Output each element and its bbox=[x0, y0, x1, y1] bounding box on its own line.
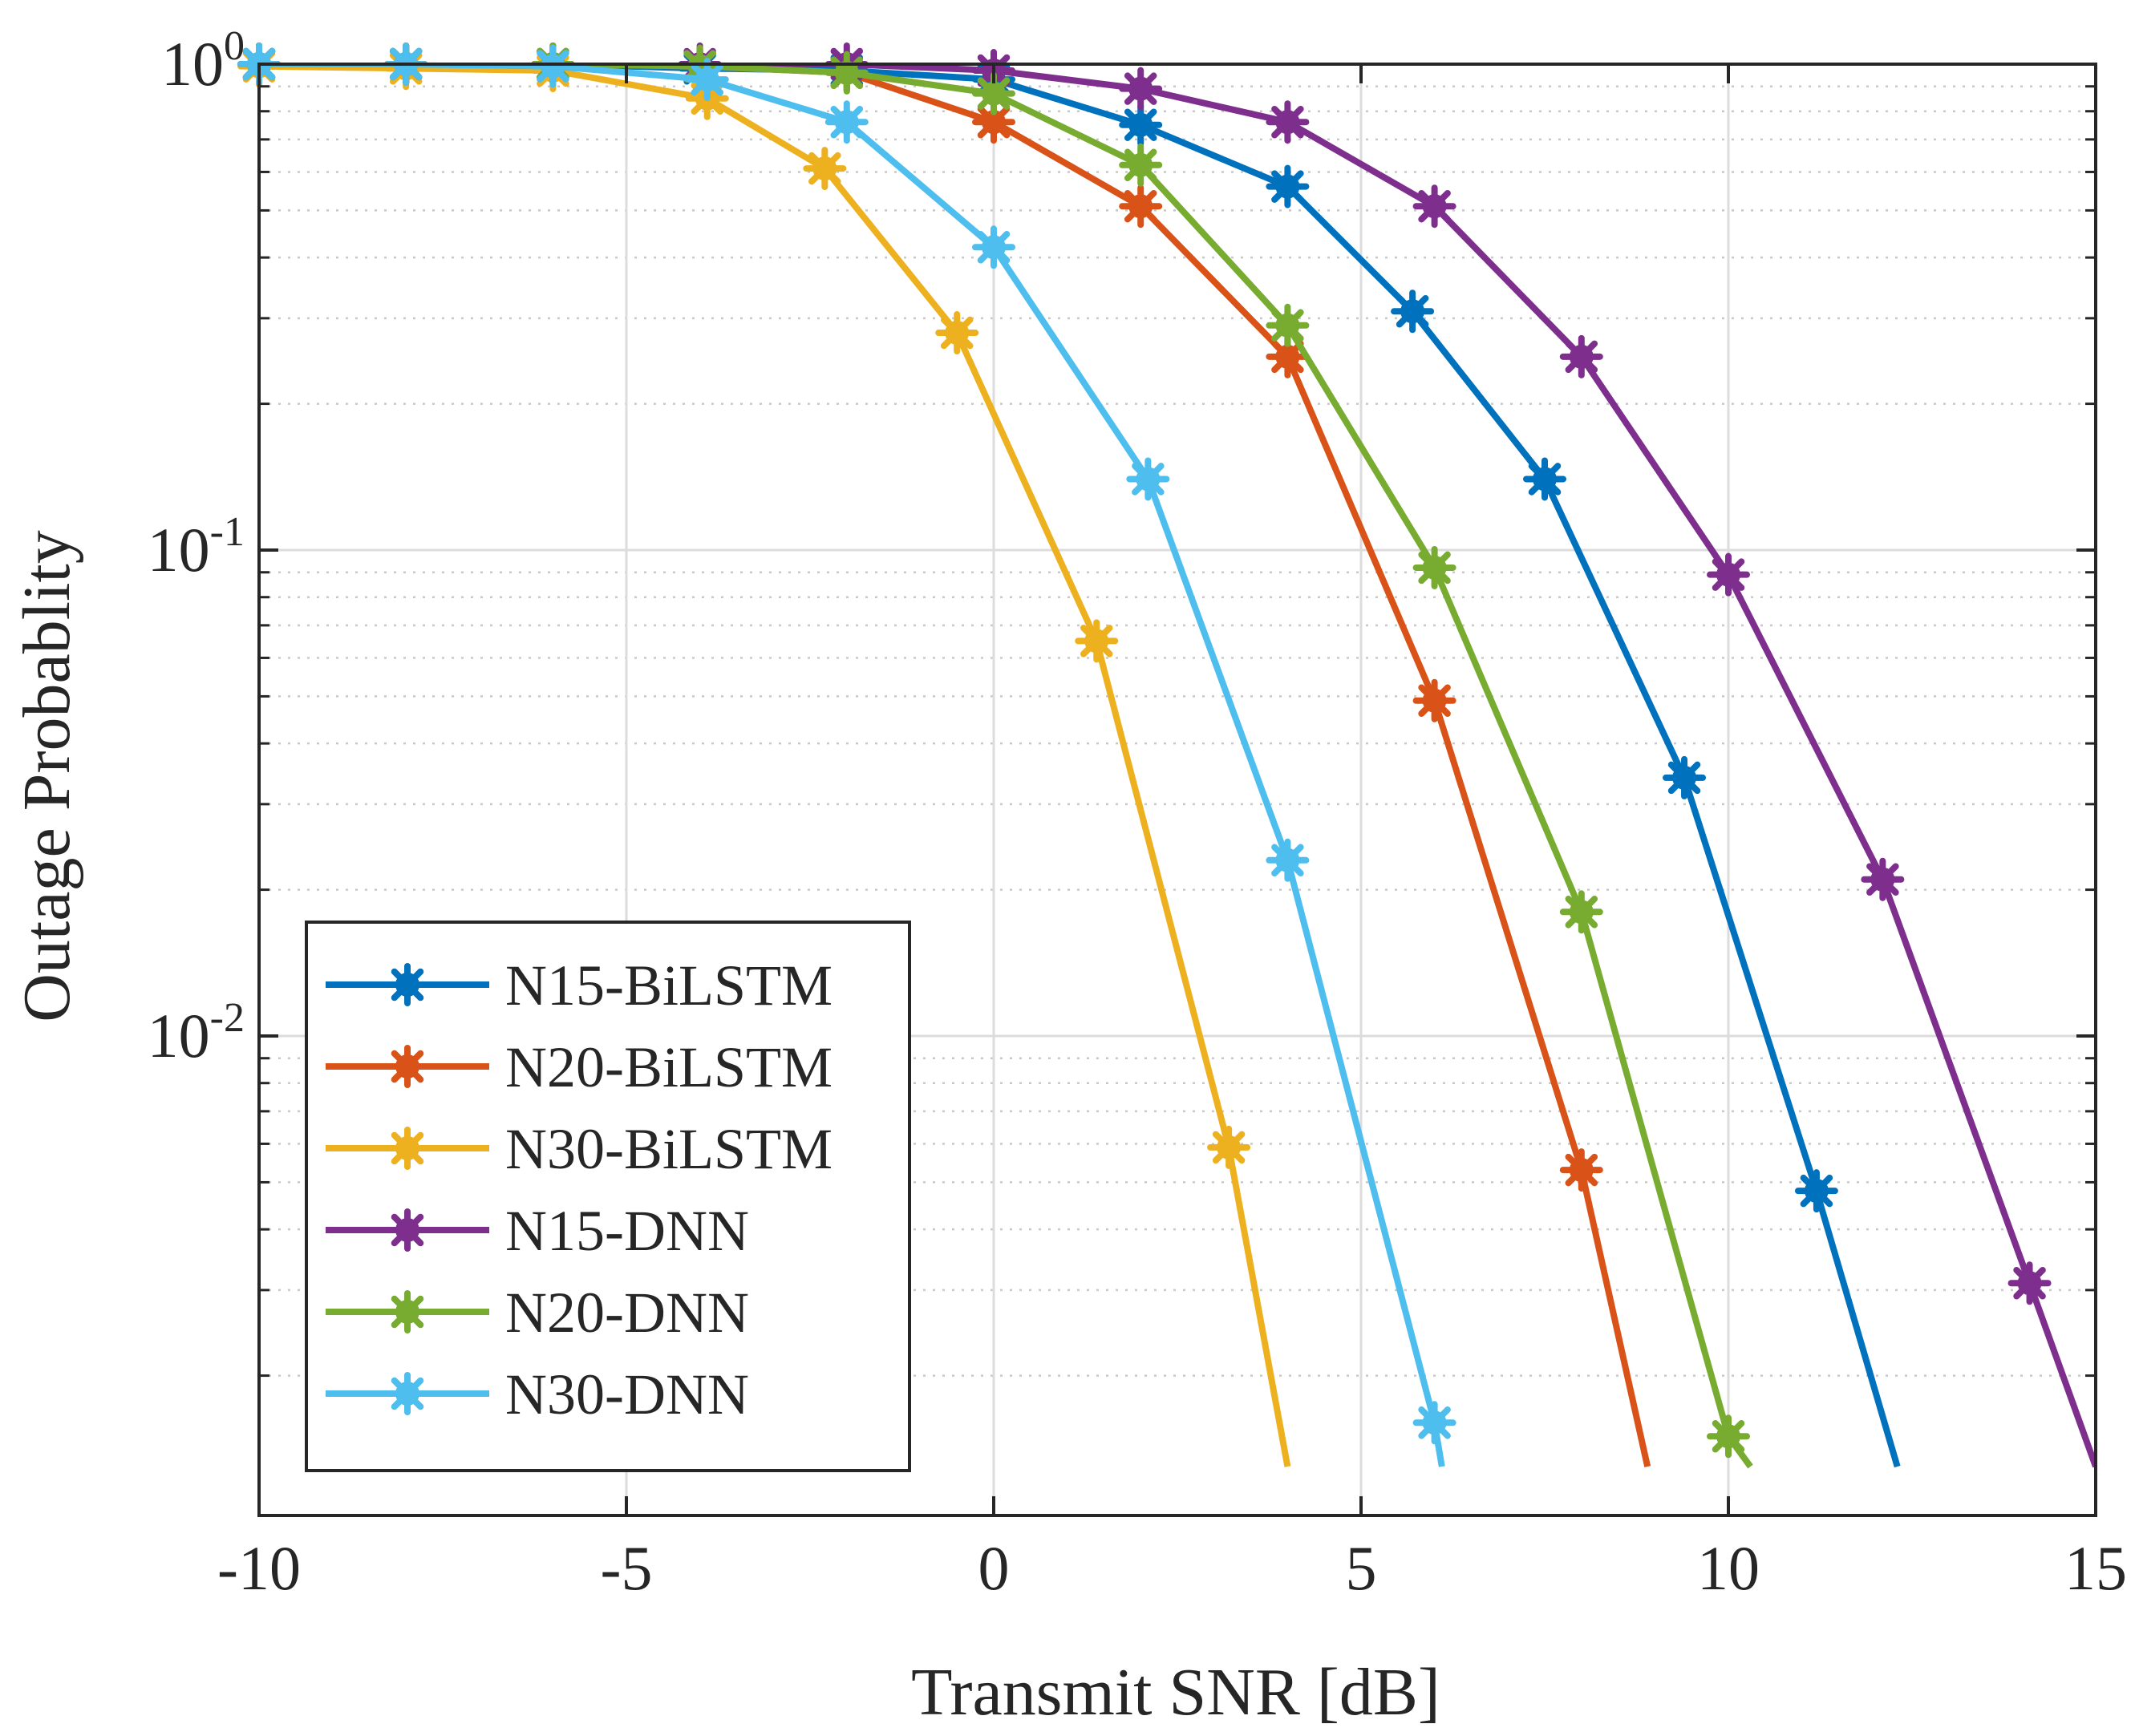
legend-entry: N30-DNN bbox=[326, 1362, 749, 1426]
legend-entry: N20-DNN bbox=[326, 1281, 749, 1345]
data-point bbox=[1266, 100, 1310, 144]
data-point bbox=[1663, 755, 1707, 799]
series-N15-DNN bbox=[259, 64, 2096, 1468]
data-point bbox=[803, 147, 847, 191]
data-point bbox=[1126, 457, 1170, 501]
data-point bbox=[1559, 1148, 1603, 1192]
data-point bbox=[1559, 334, 1603, 378]
series-line bbox=[259, 64, 1753, 1469]
legend-marker bbox=[386, 1045, 429, 1088]
x-tick-label: 5 bbox=[1346, 1533, 1377, 1603]
data-point bbox=[1794, 1169, 1838, 1213]
legend-marker bbox=[386, 1208, 429, 1252]
data-point bbox=[824, 100, 869, 144]
data-point bbox=[1412, 678, 1456, 722]
legend-label: N20-DNN bbox=[505, 1281, 749, 1345]
x-tick-label: -10 bbox=[217, 1533, 301, 1603]
legend-entry: N30-BiLSTM bbox=[326, 1117, 833, 1181]
x-tick-label: 10 bbox=[1697, 1533, 1760, 1603]
series-N20-DNN bbox=[259, 64, 1753, 1469]
legend-entry: N15-DNN bbox=[326, 1199, 749, 1263]
data-point bbox=[824, 51, 869, 95]
data-point bbox=[1119, 184, 1163, 229]
legend-label: N20-BiLSTM bbox=[505, 1035, 833, 1099]
y-tick-label: 10-1 bbox=[148, 509, 245, 585]
x-tick-label: 0 bbox=[978, 1533, 1010, 1603]
data-point bbox=[685, 58, 729, 102]
x-axis-title: Transmit SNR [dB] bbox=[911, 1655, 1440, 1730]
data-point bbox=[1559, 890, 1603, 934]
plot-frame bbox=[257, 63, 2097, 1517]
legend-label: N15-BiLSTM bbox=[505, 953, 833, 1018]
legend-label: N30-BiLSTM bbox=[505, 1117, 833, 1181]
data-point bbox=[1266, 303, 1310, 347]
legend-entry: N15-BiLSTM bbox=[326, 953, 833, 1018]
data-point bbox=[1207, 1125, 1251, 1169]
legend-label: N30-DNN bbox=[505, 1362, 749, 1426]
data-point bbox=[1861, 857, 1905, 901]
data-point bbox=[1119, 143, 1163, 187]
legend-marker bbox=[386, 1127, 429, 1170]
legend: N15-BiLSTM N20-BiLSTM N30-BiLSTM N15-DNN N20… bbox=[305, 921, 911, 1472]
y-axis-title: Outage Probablity bbox=[10, 530, 84, 1022]
data-point bbox=[1119, 67, 1163, 111]
legend-marker bbox=[386, 963, 429, 1006]
data-point bbox=[1707, 1414, 1750, 1459]
data-point bbox=[1412, 1401, 1456, 1445]
data-point bbox=[1412, 545, 1456, 589]
data-point bbox=[1707, 552, 1750, 597]
data-point bbox=[972, 71, 1015, 115]
data-point bbox=[1266, 838, 1310, 882]
data-point bbox=[935, 311, 979, 355]
data-point bbox=[972, 225, 1015, 269]
legend-marker bbox=[386, 1290, 429, 1333]
axes: -10 -5 0 5 10 15 100 10-1 10-2 bbox=[148, 23, 2127, 1603]
data-point bbox=[1391, 289, 1435, 334]
data-point bbox=[1266, 164, 1310, 208]
legend-entry: N20-BiLSTM bbox=[326, 1035, 833, 1099]
y-tick-label: 10-2 bbox=[148, 995, 245, 1070]
y-tick-label: 100 bbox=[161, 23, 245, 99]
axis-labels: Transmit SNR [dB] Outage Probablity bbox=[10, 530, 1440, 1730]
data-point bbox=[1412, 184, 1456, 229]
x-tick-label: -5 bbox=[601, 1533, 653, 1603]
legend-label: N15-DNN bbox=[505, 1199, 749, 1263]
legend-marker bbox=[386, 1372, 429, 1415]
data-point bbox=[2007, 1261, 2052, 1305]
x-tick-label: 15 bbox=[2064, 1533, 2127, 1603]
data-point bbox=[1523, 457, 1566, 501]
series-line bbox=[259, 64, 2096, 1468]
data-point bbox=[531, 44, 575, 88]
data-point bbox=[1119, 103, 1163, 147]
data-point bbox=[1075, 619, 1119, 663]
